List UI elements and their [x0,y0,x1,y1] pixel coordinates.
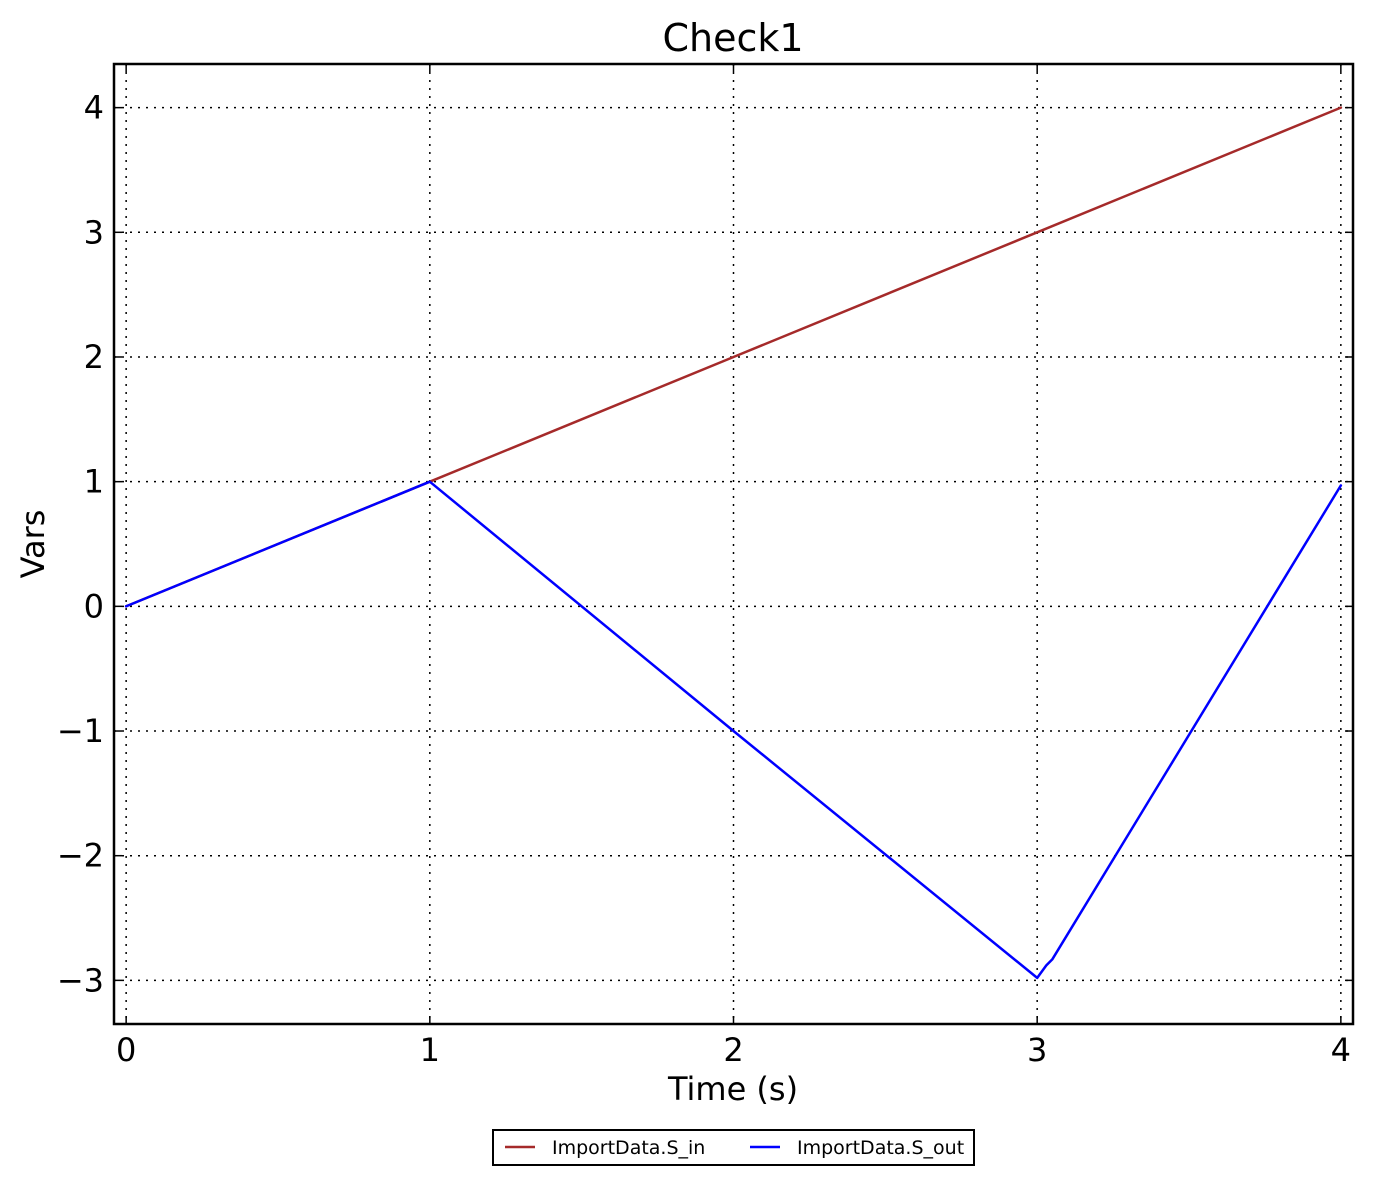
chart-title: Check1 [662,16,803,60]
x-axis-label: Time (s) [667,1070,798,1108]
legend-label-0: ImportData.S_in [552,1137,705,1159]
x-tick-labels: 0 1 2 3 4 [116,1031,1351,1069]
y-tick-label: 3 [84,213,104,251]
legend-label-1: ImportData.S_out [797,1137,964,1159]
y-tick-label: −2 [57,837,104,875]
y-tick-label: 1 [84,463,104,501]
axis-ticks [114,64,1353,1024]
x-tick-label: 2 [723,1031,743,1069]
series-line-1 [124,480,1343,980]
series-lines [124,106,1343,980]
y-axis-label: Vars [14,510,52,579]
x-tick-label: 0 [116,1031,136,1069]
y-tick-label: 2 [84,338,104,376]
y-tick-label: 4 [84,89,104,127]
legend-box [492,1129,975,1166]
x-tick-label: 1 [420,1031,440,1069]
y-tick-label: 0 [84,587,104,625]
x-tick-label: 3 [1027,1031,1047,1069]
y-tick-label: −1 [57,712,104,750]
y-tick-label: −3 [57,961,104,999]
legend-items: ImportData.S_in ImportData.S_out [505,1137,964,1159]
grid-lines [114,64,1353,1024]
legend: ImportData.S_in ImportData.S_out [492,1129,975,1166]
x-tick-label: 4 [1331,1031,1351,1069]
y-tick-labels: −3 −2 −1 0 1 2 3 4 [57,89,104,1000]
